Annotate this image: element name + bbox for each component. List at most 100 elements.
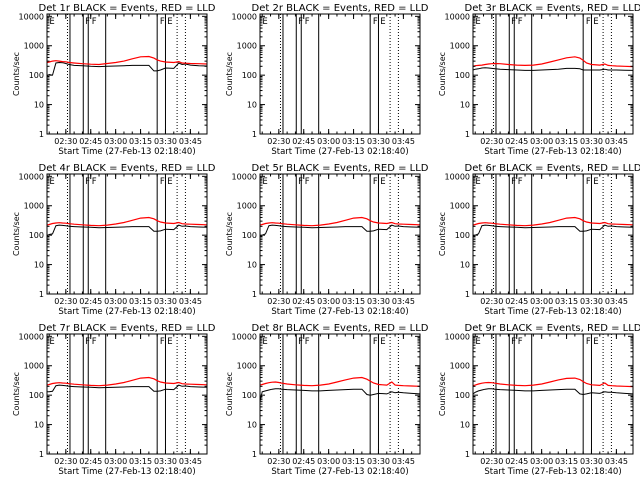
- lld-series-line: [472, 216, 634, 227]
- events-series-line: [472, 388, 634, 396]
- y-tick-label: 10000: [19, 172, 44, 181]
- events-series-line: [472, 67, 634, 71]
- events-series-line: [259, 388, 421, 402]
- x-tick-label: 02:45: [79, 137, 102, 146]
- x-tick-label: 03:00: [317, 457, 340, 466]
- flag-marker: F: [586, 17, 591, 27]
- plot-frame: [472, 13, 634, 135]
- y-axis-label: Counts/sec: [225, 212, 234, 256]
- lld-series-line: [259, 376, 421, 387]
- x-tick-label: 03:45: [179, 457, 202, 466]
- flag-marker: F: [586, 177, 591, 187]
- plot-frame: [259, 13, 421, 135]
- y-tick-label: 1000: [450, 362, 470, 371]
- x-tick-label: 03:45: [179, 297, 202, 306]
- x-tick-label: 02:30: [54, 297, 77, 306]
- x-tick-label: 02:30: [267, 297, 290, 306]
- x-tick-label: 03:45: [392, 297, 415, 306]
- y-tick-label: 10: [247, 421, 257, 430]
- y-tick-label: 1000: [237, 202, 257, 211]
- flag-marker: E: [475, 337, 480, 347]
- y-tick-label: 100: [242, 71, 257, 80]
- lld-series-line: [472, 377, 634, 388]
- x-axis-label: Start Time (27-Feb-13 02:18:40): [484, 467, 621, 477]
- x-tick-label: 02:45: [505, 137, 528, 146]
- y-tick-label: 10: [247, 261, 257, 270]
- y-axis-label: Counts/sec: [12, 372, 21, 416]
- y-tick-label: 100: [29, 231, 44, 240]
- y-tick-label: 1000: [237, 362, 257, 371]
- y-tick-label: 100: [242, 231, 257, 240]
- plot-frame: [259, 333, 421, 455]
- flag-marker: F: [298, 337, 303, 347]
- panel-title: Det 2r BLACK = Events, RED = LLD: [252, 3, 429, 14]
- y-tick-label: 1: [465, 130, 470, 139]
- x-axis-label: Start Time (27-Feb-13 02:18:40): [58, 467, 195, 477]
- x-tick-label: 02:45: [79, 457, 102, 466]
- y-tick-label: 1: [39, 290, 44, 299]
- y-tick-label: 10000: [232, 172, 257, 181]
- lld-series-line: [46, 216, 208, 227]
- flag-marker: E: [262, 337, 267, 347]
- panel-title: Det 3r BLACK = Events, RED = LLD: [465, 3, 640, 14]
- flag-marker: E: [262, 177, 267, 187]
- events-series-line: [472, 224, 634, 237]
- x-tick-label: 03:00: [104, 457, 127, 466]
- y-tick-label: 10000: [232, 332, 257, 341]
- flag-marker: E: [262, 17, 267, 27]
- y-tick-label: 100: [29, 391, 44, 400]
- y-axis-label: Counts/sec: [225, 372, 234, 416]
- x-tick-label: 02:30: [54, 137, 77, 146]
- y-tick-label: 10000: [445, 12, 470, 21]
- flag-marker: F: [511, 337, 516, 347]
- lld-series-line: [46, 55, 208, 66]
- events-series-line: [259, 224, 421, 237]
- flag-marker: F: [305, 177, 310, 187]
- x-axis-label: Start Time (27-Feb-13 02:18:40): [484, 147, 621, 157]
- y-tick-label: 100: [29, 71, 44, 80]
- y-axis-label: Counts/sec: [12, 52, 21, 96]
- panel-title: Det 5r BLACK = Events, RED = LLD: [252, 163, 429, 174]
- flag-marker: E: [49, 17, 54, 27]
- panel-title: Det 1r BLACK = Events, RED = LLD: [39, 3, 216, 14]
- flag-marker: F: [85, 17, 90, 27]
- flag-marker: F: [298, 17, 303, 27]
- flag-marker: F: [92, 337, 97, 347]
- x-tick-label: 03:45: [605, 137, 628, 146]
- plot-frame: [46, 333, 208, 455]
- x-tick-label: 03:30: [580, 137, 603, 146]
- x-axis-label: Start Time (27-Feb-13 02:18:40): [484, 307, 621, 317]
- y-tick-label: 10000: [445, 172, 470, 181]
- y-tick-label: 100: [455, 71, 470, 80]
- flag-marker: E: [380, 17, 385, 27]
- plot-frame: [46, 173, 208, 295]
- x-tick-label: 03:15: [555, 297, 578, 306]
- flag-marker: F: [305, 337, 310, 347]
- x-tick-label: 02:45: [292, 137, 315, 146]
- flag-marker: F: [92, 17, 97, 27]
- x-tick-label: 03:15: [342, 457, 365, 466]
- y-tick-label: 10000: [19, 332, 44, 341]
- x-tick-label: 03:00: [317, 297, 340, 306]
- y-tick-label: 100: [242, 391, 257, 400]
- flag-marker: E: [380, 177, 385, 187]
- events-series-line: [46, 61, 208, 77]
- flag-marker: F: [511, 17, 516, 27]
- x-tick-label: 03:30: [154, 137, 177, 146]
- flag-marker: F: [373, 337, 378, 347]
- x-tick-label: 03:45: [179, 137, 202, 146]
- flag-marker: F: [305, 17, 310, 27]
- flag-marker: F: [518, 17, 523, 27]
- lld-series-line: [472, 56, 634, 68]
- x-tick-label: 03:45: [605, 457, 628, 466]
- y-tick-label: 1000: [450, 202, 470, 211]
- plot-frame: [259, 173, 421, 295]
- flag-marker: E: [593, 337, 598, 347]
- x-tick-label: 03:00: [104, 297, 127, 306]
- lld-series-line: [46, 376, 208, 387]
